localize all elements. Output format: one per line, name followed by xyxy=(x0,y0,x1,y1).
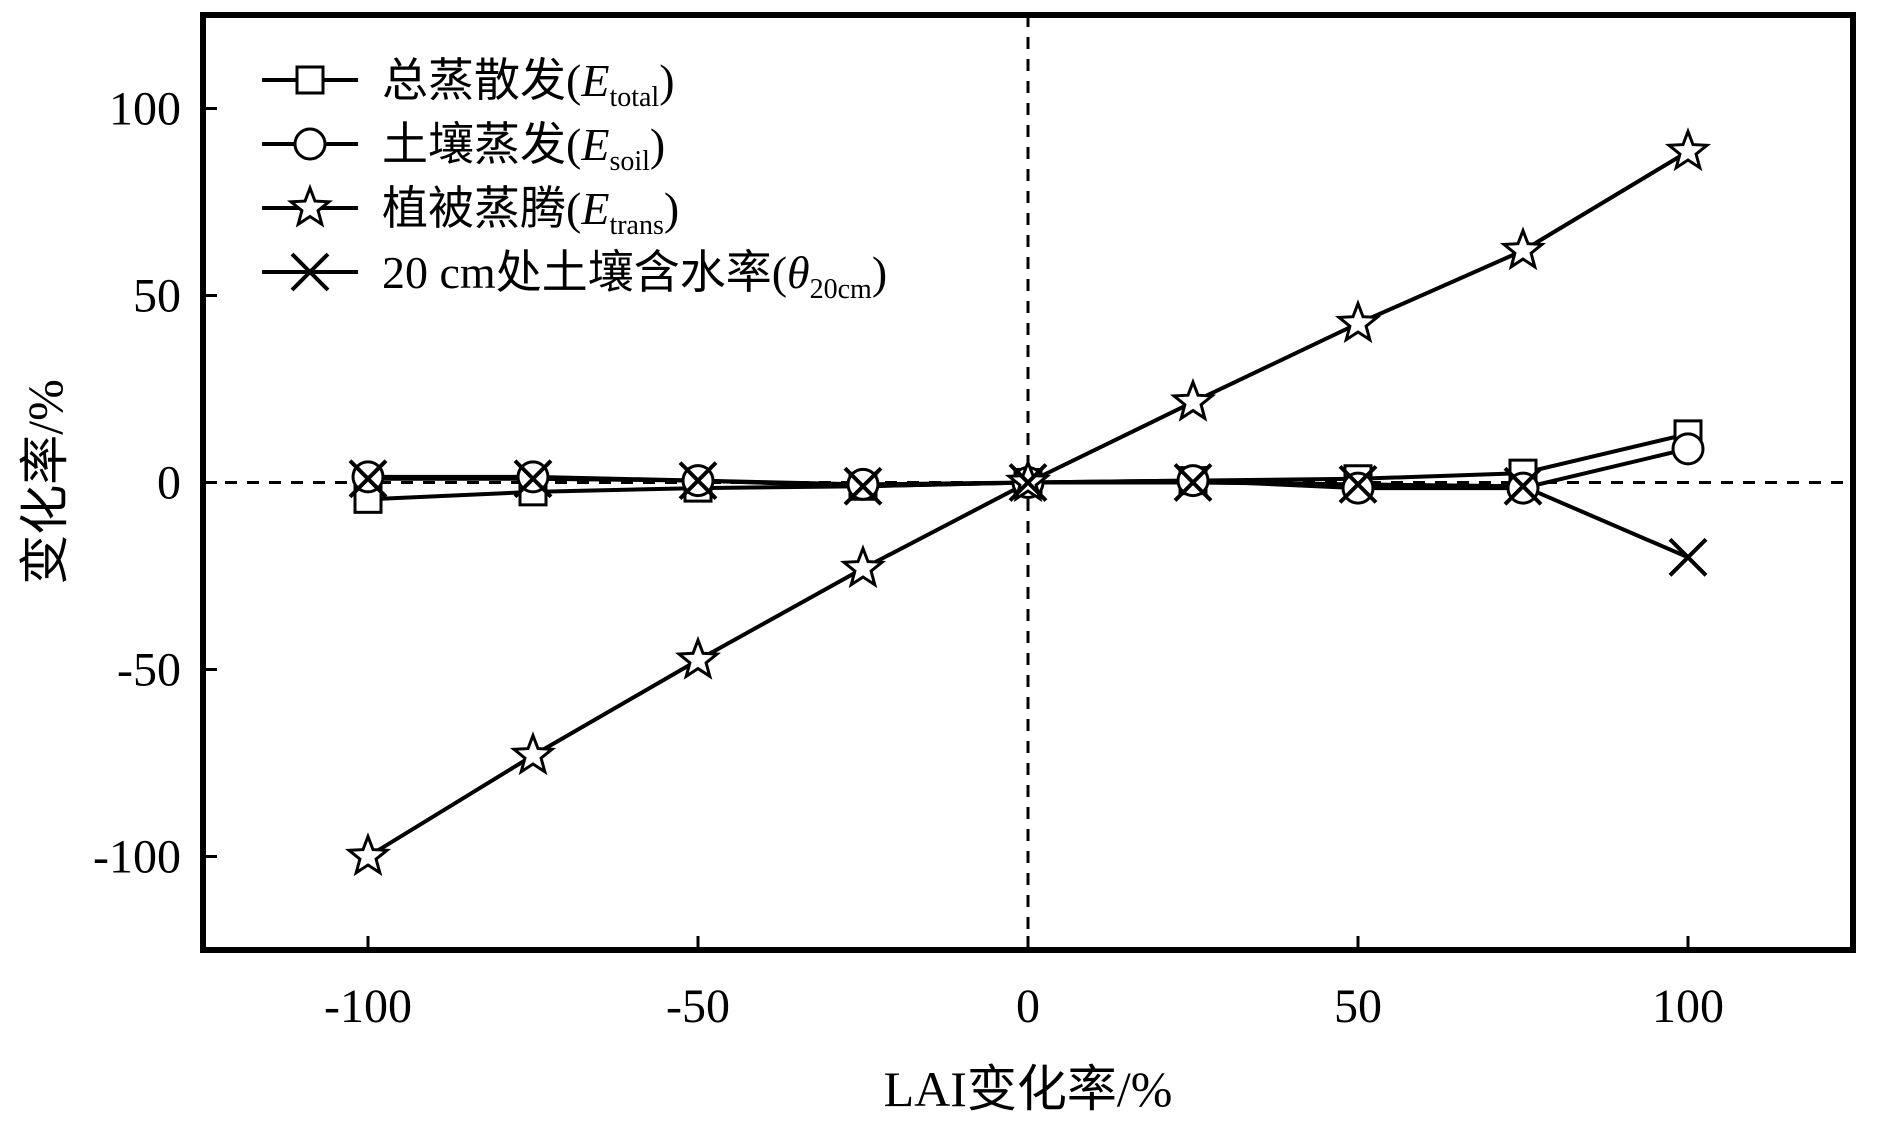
legend-label-variable: E xyxy=(580,55,609,106)
legend-label-variable: E xyxy=(580,183,609,234)
data-point-x xyxy=(1668,537,1708,577)
series-group xyxy=(344,127,1712,877)
data-point-x xyxy=(843,466,883,506)
data-point-circle xyxy=(1341,471,1375,505)
data-point-x xyxy=(348,459,388,499)
x-axis-title: LAI变化率/% xyxy=(884,1061,1173,1117)
data-point-star xyxy=(1499,226,1547,271)
legend-label-main: 20 cm处土壤含水率( xyxy=(382,247,787,298)
x-tick-label: 50 xyxy=(1334,980,1382,1033)
y-axis-title: 变化率/% xyxy=(17,379,73,585)
data-point-star xyxy=(1334,299,1382,344)
data-point-x xyxy=(513,459,553,499)
data-point-star xyxy=(1169,377,1217,422)
data-point-x xyxy=(678,461,718,501)
y-tick-label: 100 xyxy=(109,83,181,136)
legend-label-variable: θ xyxy=(787,247,810,298)
data-point-x xyxy=(1008,463,1048,502)
legend-label-subscript: soil xyxy=(609,146,650,177)
legend-label-circle: 土壤蒸发(Esoil) xyxy=(382,119,665,177)
data-point-circle xyxy=(1671,432,1705,466)
legend-label-close: ) xyxy=(872,247,887,298)
data-point-x xyxy=(1503,466,1543,506)
data-point-star xyxy=(1664,127,1712,172)
y-tick-label: 50 xyxy=(133,270,181,323)
legend-label-close: ) xyxy=(650,119,665,170)
x-tick-label: 100 xyxy=(1652,980,1724,1033)
data-point-x xyxy=(1173,463,1213,502)
data-point-star xyxy=(674,635,722,680)
legend-marker-star xyxy=(286,183,334,228)
data-point-star xyxy=(839,544,887,589)
legend-label-main: 植被蒸腾( xyxy=(382,183,581,234)
legend-label-close: ) xyxy=(659,55,674,106)
legend-marker-square xyxy=(295,65,325,95)
legend-label-subscript: trans xyxy=(609,210,663,241)
legend-label-subscript: 20cm xyxy=(810,274,872,305)
legend-label-star: 植被蒸腾(Etrans) xyxy=(382,183,679,241)
y-tick-label: -50 xyxy=(117,644,181,697)
legend-label-subscript: total xyxy=(609,82,659,113)
x-tick-label: -50 xyxy=(666,980,730,1033)
data-point-star xyxy=(344,832,392,877)
legend-label-main: 总蒸散发( xyxy=(382,55,581,106)
y-tick-label: -100 xyxy=(93,831,181,884)
axes: -100 -50 0 50 100 -100 -50 0 50 100 xyxy=(93,83,1724,1034)
x-tick-label: -100 xyxy=(324,980,412,1033)
legend-marker-circle xyxy=(293,127,327,161)
legend-marker-x xyxy=(290,252,330,292)
legend: 总蒸散发(Etotal)土壤蒸发(Esoil)植被蒸腾(Etrans)20 cm… xyxy=(262,55,887,305)
legend-label-variable: E xyxy=(580,119,609,170)
legend-label-square: 总蒸散发(Etotal) xyxy=(382,55,675,113)
legend-label-close: ) xyxy=(664,183,679,234)
data-point-star xyxy=(509,731,557,776)
data-point-x xyxy=(1338,464,1378,504)
x-tick-label: 0 xyxy=(1016,980,1040,1033)
legend-label-x: 20 cm处土壤含水率(θ20cm) xyxy=(382,247,887,305)
y-tick-label: 0 xyxy=(157,457,181,510)
legend-label-main: 土壤蒸发( xyxy=(382,119,581,170)
